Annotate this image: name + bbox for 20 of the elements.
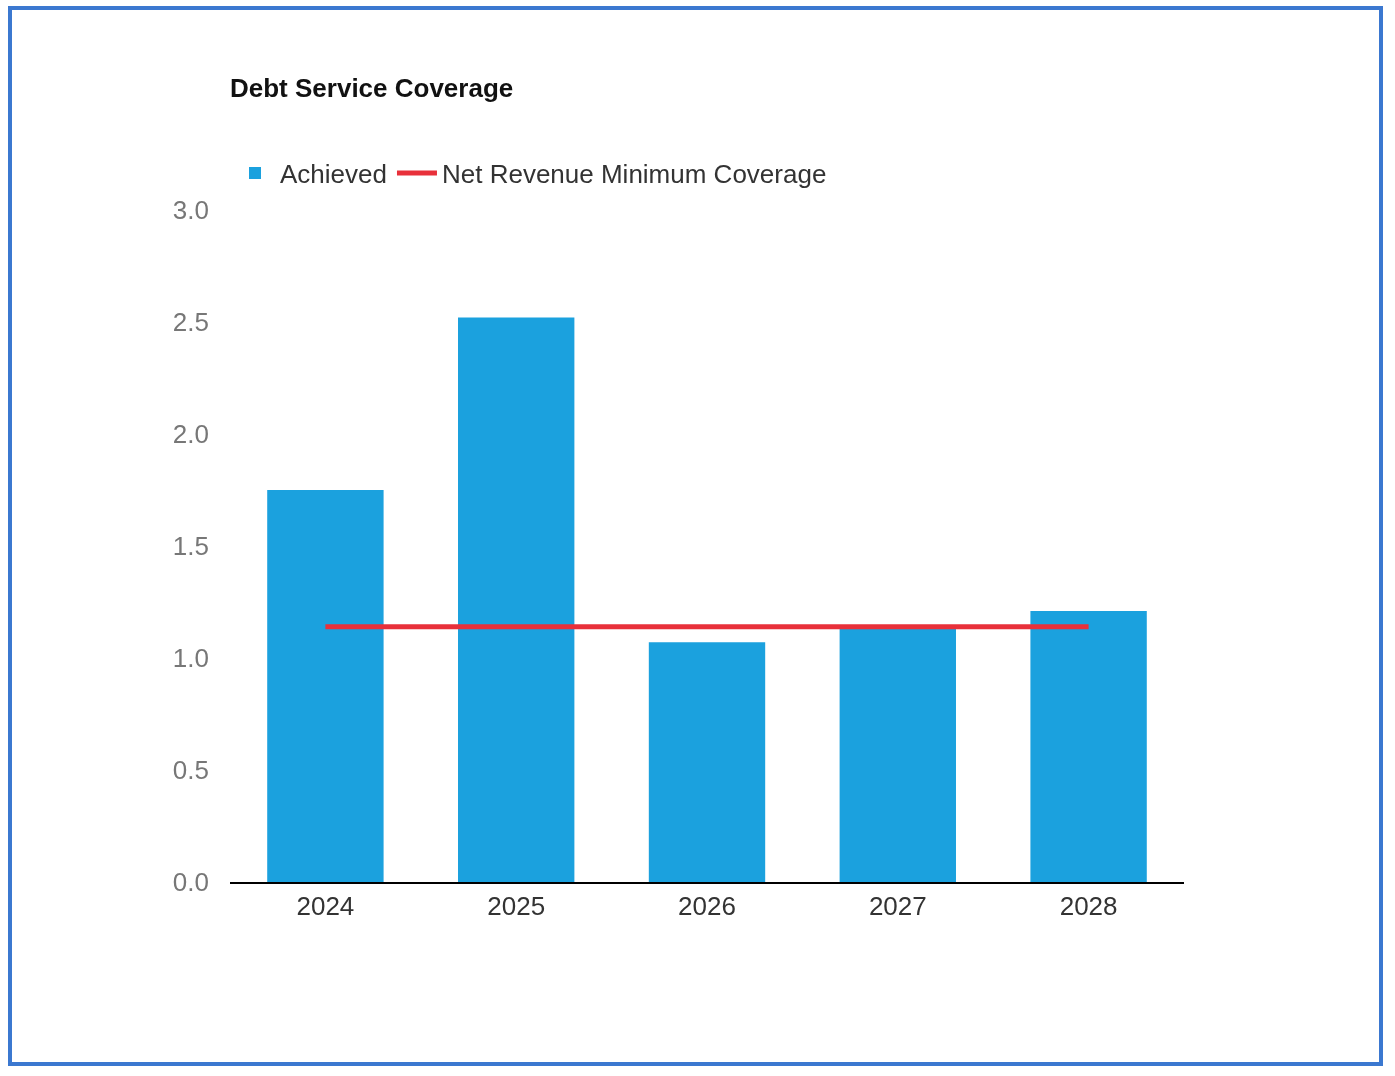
chart-title: Debt Service Coverage — [230, 72, 514, 103]
y-tick-label: 2.0 — [172, 419, 209, 450]
y-tick-label: 3.0 — [172, 195, 209, 226]
x-tick-label: 2025 — [487, 891, 546, 922]
bar — [458, 317, 575, 882]
bar — [648, 642, 766, 882]
legend-label: Net Revenue Minimum Coverage — [441, 159, 827, 190]
y-tick-label: 0.5 — [172, 755, 209, 786]
y-tick-label: 0.0 — [172, 867, 209, 898]
bar — [267, 490, 384, 882]
x-tick-label: 2024 — [296, 891, 355, 922]
y-tick-label: 1.5 — [172, 531, 209, 562]
x-tick-label: 2026 — [678, 891, 736, 922]
y-tick-label: 1.0 — [172, 643, 209, 674]
legend-label: Achieved — [280, 159, 387, 190]
y-tick-label: 2.5 — [172, 307, 209, 338]
x-tick-label: 2027 — [868, 891, 927, 922]
bar — [1030, 610, 1147, 882]
x-tick-label: 2028 — [1059, 891, 1118, 922]
bar — [839, 628, 956, 882]
